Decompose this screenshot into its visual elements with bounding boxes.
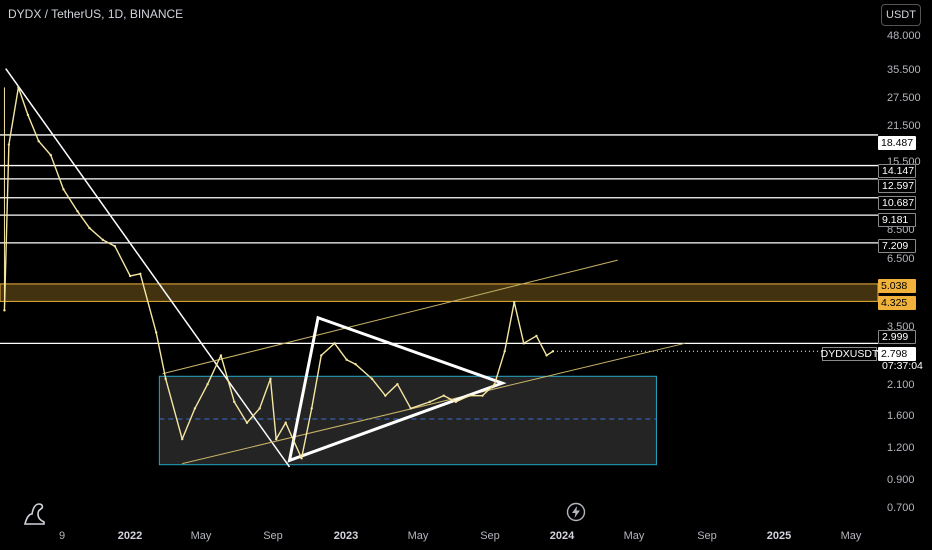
zone-bottom-label: 4.325 bbox=[878, 296, 916, 310]
x-tick-label: Sep bbox=[480, 530, 500, 542]
price-point bbox=[113, 245, 117, 248]
level-label: 2.999 bbox=[878, 330, 916, 344]
price-point bbox=[384, 394, 387, 397]
price-point bbox=[62, 188, 65, 191]
trendline bbox=[182, 342, 686, 465]
level-label: 18.487 bbox=[878, 136, 916, 150]
price-point bbox=[88, 226, 91, 230]
price-point bbox=[467, 394, 471, 397]
lightning-bolt-icon[interactable] bbox=[566, 502, 586, 522]
price-point bbox=[245, 421, 249, 424]
price-point bbox=[17, 86, 20, 89]
x-tick-label: May bbox=[407, 530, 429, 542]
x-tick-label: 2024 bbox=[549, 530, 575, 542]
level-label: 12.597 bbox=[878, 179, 916, 193]
price-point bbox=[503, 350, 506, 353]
level-label: 10.687 bbox=[878, 196, 916, 210]
price-point bbox=[310, 407, 313, 410]
price-point bbox=[154, 331, 158, 334]
level-label: 14.147 bbox=[878, 164, 916, 178]
y-tick-label: 21.500 bbox=[887, 120, 921, 132]
currency-button[interactable]: USDT bbox=[881, 4, 921, 26]
price-point bbox=[164, 377, 167, 381]
x-tick-label: Sep bbox=[263, 530, 283, 542]
price-point bbox=[274, 437, 278, 441]
price-point bbox=[193, 407, 197, 410]
price-point bbox=[522, 342, 525, 345]
price-point bbox=[128, 274, 132, 278]
y-tick-label: 1.600 bbox=[887, 410, 915, 422]
x-tick-label: 2025 bbox=[766, 530, 792, 542]
price-point bbox=[396, 382, 399, 386]
price-point bbox=[101, 238, 105, 242]
y-tick-label: 0.900 bbox=[887, 474, 915, 486]
price-point bbox=[206, 382, 209, 386]
symbol-label: DYDXUSDT bbox=[820, 347, 879, 361]
y-tick-label: 1.200 bbox=[887, 442, 915, 454]
price-point bbox=[535, 334, 538, 338]
zone-top-label: 5.038 bbox=[878, 279, 916, 293]
price-point bbox=[7, 143, 11, 146]
price-point bbox=[545, 354, 548, 357]
price-point bbox=[76, 210, 79, 213]
y-tick-label: 35.500 bbox=[887, 64, 921, 76]
price-point bbox=[442, 394, 445, 397]
level-label: 7.209 bbox=[878, 239, 916, 253]
price-point bbox=[300, 457, 303, 460]
price-point bbox=[3, 309, 6, 312]
price-point bbox=[320, 354, 323, 357]
x-tick-label: 9 bbox=[58, 530, 66, 542]
y-tick-label: 2.100 bbox=[887, 379, 915, 391]
price-point bbox=[233, 400, 236, 404]
y-tick-label: 6.500 bbox=[887, 253, 915, 265]
x-tick-label: May bbox=[840, 530, 862, 542]
price-point bbox=[269, 377, 272, 381]
price-point bbox=[345, 358, 348, 361]
x-tick-label: Sep bbox=[697, 530, 717, 542]
x-tick-label: May bbox=[623, 530, 645, 542]
price-point bbox=[139, 272, 142, 276]
price-point bbox=[49, 153, 52, 157]
y-tick-label: 27.500 bbox=[887, 92, 921, 104]
price-point bbox=[481, 394, 484, 397]
price-point bbox=[26, 113, 30, 117]
price-point bbox=[513, 300, 516, 304]
price-point bbox=[333, 342, 336, 345]
tradingview-dino-icon[interactable] bbox=[22, 498, 50, 526]
y-tick-label: 0.700 bbox=[887, 502, 915, 514]
x-tick-label: 2022 bbox=[117, 530, 143, 542]
trendline bbox=[162, 259, 618, 375]
triangle-pattern bbox=[287, 315, 507, 463]
price-point bbox=[428, 400, 431, 404]
price-point bbox=[258, 407, 261, 410]
y-tick-label: 8.500 bbox=[887, 224, 915, 236]
price-point bbox=[219, 354, 223, 357]
chart-title: DYDX / TetherUS, 1D, BINANCE bbox=[8, 7, 184, 21]
level-label: 9.181 bbox=[878, 213, 916, 227]
last-price-label: 2.798 bbox=[878, 347, 916, 361]
price-point bbox=[454, 400, 458, 404]
trendline bbox=[5, 68, 291, 468]
x-tick-label: 2023 bbox=[333, 530, 359, 542]
price-point bbox=[370, 377, 374, 381]
price-point bbox=[37, 140, 40, 143]
price-point bbox=[493, 382, 496, 386]
supply-zone bbox=[0, 283, 879, 302]
y-tick-label: 48.000 bbox=[887, 30, 921, 42]
bar-countdown: 07:37:04 bbox=[882, 360, 923, 372]
price-point bbox=[181, 437, 184, 441]
price-point bbox=[409, 407, 412, 410]
price-point bbox=[284, 421, 287, 424]
price-point bbox=[354, 363, 357, 366]
range-channel bbox=[158, 375, 657, 466]
x-tick-label: May bbox=[190, 530, 212, 542]
